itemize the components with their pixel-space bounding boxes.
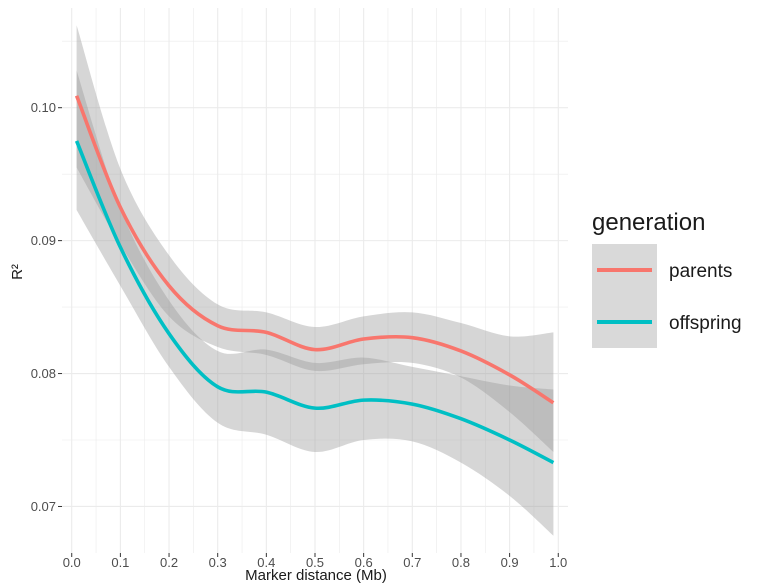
x-tick-label: 0.2 [160,555,178,570]
y-tick-label: 0.07 [31,499,56,514]
x-tick-label: 0.8 [452,555,470,570]
y-tick-label: 0.09 [31,233,56,248]
x-axis-title: Marker distance (Mb) [245,567,387,583]
legend-label-parents: parents [669,261,732,282]
grid-major [62,8,568,553]
legend: generation parents offspring [592,209,742,348]
x-tick-label: 0.4 [257,555,275,570]
x-tick-label: 0.9 [501,555,519,570]
x-tick-label: 0.1 [111,555,129,570]
series-line-parents [74,95,555,405]
legend-label-offspring: offspring [669,313,742,334]
series-lines [74,95,555,465]
y-tick-label: 0.08 [31,366,56,381]
y-axis-title: R² [9,264,26,280]
x-tick-label: 0.5 [306,555,324,570]
confidence-ribbons [76,25,554,536]
x-axis-ticks: 0.0 0.1 0.2 0.3 0.4 0.5 0.6 0.7 0.8 0.9 1.0 [63,553,567,570]
y-tick-label: 0.10 [31,100,56,115]
series-line-offspring [74,140,555,465]
x-tick-label: 0.3 [209,555,227,570]
x-tick-label: 0.6 [355,555,373,570]
x-tick-label: 0.0 [63,555,81,570]
x-tick-label: 1.0 [549,555,567,570]
legend-title: generation [592,209,705,236]
ribbon-parents [76,25,554,452]
ribbon-offspring [76,70,554,536]
x-tick-label: 0.7 [403,555,421,570]
y-axis-ticks: 0.07 0.08 0.09 0.10 [31,100,62,514]
